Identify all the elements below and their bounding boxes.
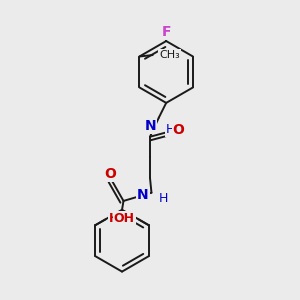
Text: OH: OH bbox=[114, 212, 135, 225]
Text: N: N bbox=[144, 119, 156, 133]
Text: HO: HO bbox=[109, 212, 130, 225]
Text: CH₃: CH₃ bbox=[159, 50, 180, 60]
Text: H: H bbox=[159, 192, 168, 205]
Text: H: H bbox=[166, 123, 176, 136]
Text: O: O bbox=[172, 123, 184, 137]
Text: N: N bbox=[137, 188, 148, 202]
Text: F: F bbox=[161, 25, 171, 39]
Text: O: O bbox=[104, 167, 116, 181]
